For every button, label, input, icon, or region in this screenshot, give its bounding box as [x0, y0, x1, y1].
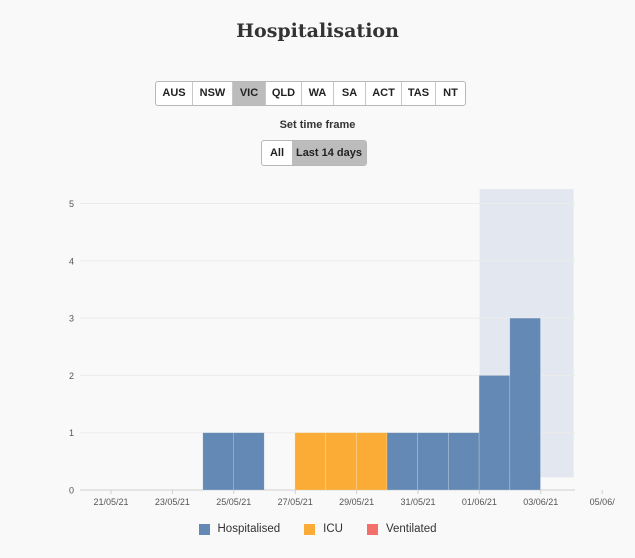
bar-hospitalised-03-06 — [509, 317, 541, 491]
y-tick-label: 5 — [69, 199, 74, 209]
state-button-qld[interactable]: QLD — [266, 82, 302, 105]
bar-hospitalised-24-05 — [202, 432, 234, 491]
legend-item-hospitalised: Hospitalised — [198, 523, 281, 535]
x-tick-label: 21/05/21 — [93, 497, 128, 507]
timeframe-button-last-14-days[interactable]: Last 14 days — [292, 141, 366, 165]
legend-swatch — [366, 523, 378, 535]
bar-hospitalised-25-05 — [233, 432, 265, 491]
state-selector: AUS NSW VIC QLD WA SA ACT TAS NT — [155, 81, 466, 106]
state-button-wa[interactable]: WA — [302, 82, 334, 105]
x-tick-label: 23/05/21 — [155, 497, 190, 507]
legend-item-ventilated: Ventilated — [366, 523, 437, 535]
x-tick-label: 01/06/21 — [462, 497, 497, 507]
legend-item-icu: ICU — [304, 523, 343, 535]
chart-title: Hospitalisation — [236, 20, 399, 42]
legend-swatch — [304, 523, 316, 535]
state-button-vic[interactable]: VIC — [233, 82, 266, 105]
bar-icu-27-05 — [294, 432, 326, 491]
x-tick-label: 03/06/21 — [523, 497, 558, 507]
state-button-act[interactable]: ACT — [366, 82, 402, 105]
bar-icu-28-05 — [325, 432, 357, 491]
legend-label: ICU — [323, 523, 343, 535]
legend-label: Hospitalised — [217, 523, 281, 535]
chart-legend: Hospitalised ICU Ventilated — [0, 523, 635, 535]
timeframe-label: Set time frame — [279, 119, 356, 131]
bar-hospitalised-01-06 — [448, 432, 480, 491]
hospitalisation-chart: 0 1 2 3 4 5 21/05/21 23/05/21 25/05/21 27/05/21 29… — [69, 189, 616, 507]
timeframe-selector: All Last 14 days — [261, 140, 367, 166]
bar-hospitalised-31-05 — [417, 432, 449, 491]
legend-label: Ventilated — [385, 523, 437, 535]
state-button-sa[interactable]: SA — [334, 82, 366, 105]
timeframe-button-all[interactable]: All — [269, 147, 285, 159]
bar-hospitalised-02-06 — [478, 375, 511, 491]
state-button-tas[interactable]: TAS — [402, 82, 436, 105]
x-tick-label: 27/05/21 — [278, 497, 313, 507]
state-button-nsw[interactable]: NSW — [193, 82, 233, 105]
x-tick-label: 25/05/21 — [216, 497, 251, 507]
y-tick-label: 2 — [69, 371, 74, 381]
y-tick-label: 4 — [69, 256, 74, 266]
x-tick-label: 05/06/ — [590, 497, 616, 507]
state-button-nt[interactable]: NT — [443, 87, 458, 99]
y-tick-label: 3 — [69, 314, 74, 324]
state-button-aus[interactable]: AUS — [156, 82, 193, 105]
bar-icu-29-05 — [355, 432, 388, 491]
bar-hospitalised-30-05 — [386, 432, 419, 491]
legend-swatch — [198, 523, 210, 535]
y-tick-label: 1 — [69, 428, 74, 438]
y-tick-label: 0 — [69, 486, 74, 496]
x-tick-label: 29/05/21 — [339, 497, 374, 507]
x-tick-label: 31/05/21 — [400, 497, 435, 507]
